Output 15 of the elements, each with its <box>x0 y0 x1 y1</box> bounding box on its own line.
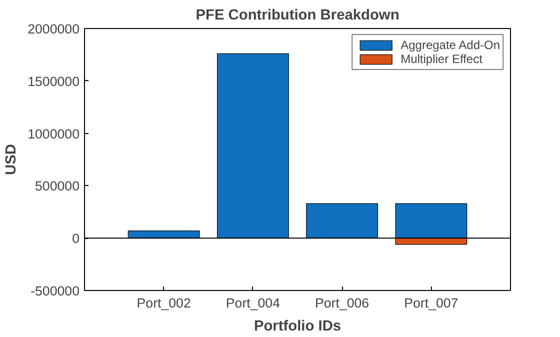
y-tick-label: -500000 <box>30 284 80 298</box>
x-tick-label: Port_004 <box>226 296 281 310</box>
y-tick-label: 0 <box>72 231 80 246</box>
x-tick-label: Port_006 <box>315 296 370 310</box>
legend-label: Multiplier Effect <box>400 52 482 66</box>
y-tick-label: 1000000 <box>28 126 80 142</box>
x-tick-label: Port_007 <box>404 296 458 310</box>
y-tick-label: 2000000 <box>28 22 80 36</box>
x-axis-title: Portfolio IDs <box>254 318 342 334</box>
legend-label: Aggregate Add-On <box>400 38 500 52</box>
x-tick-label: Port_002 <box>136 296 191 310</box>
y-tick-label: 1500000 <box>28 74 80 89</box>
y-tick-label: 500000 <box>35 178 80 194</box>
y-axis-title: USD <box>4 144 20 175</box>
chart-title: PFE Contribution Breakdown <box>196 8 400 24</box>
